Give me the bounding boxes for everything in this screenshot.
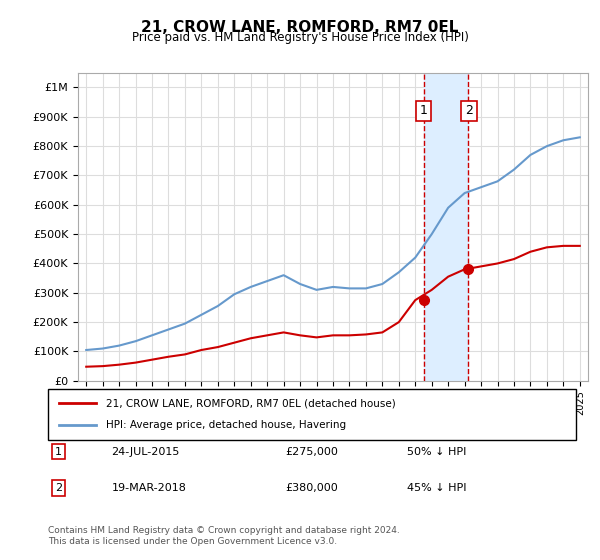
Text: 19-MAR-2018: 19-MAR-2018 xyxy=(112,483,186,493)
Text: 1: 1 xyxy=(55,447,62,457)
FancyBboxPatch shape xyxy=(48,389,576,440)
Bar xyxy=(424,73,468,381)
Text: 21, CROW LANE, ROMFORD, RM7 0EL (detached house): 21, CROW LANE, ROMFORD, RM7 0EL (detache… xyxy=(106,398,396,408)
Text: 24-JUL-2015: 24-JUL-2015 xyxy=(112,447,180,457)
Text: 1: 1 xyxy=(420,104,428,118)
Text: HPI: Average price, detached house, Havering: HPI: Average price, detached house, Have… xyxy=(106,421,346,431)
Text: £275,000: £275,000 xyxy=(286,447,338,457)
Text: 45% ↓ HPI: 45% ↓ HPI xyxy=(407,483,467,493)
Text: £380,000: £380,000 xyxy=(286,483,338,493)
Text: 2: 2 xyxy=(55,483,62,493)
Text: Contains HM Land Registry data © Crown copyright and database right 2024.
This d: Contains HM Land Registry data © Crown c… xyxy=(48,526,400,546)
Text: Price paid vs. HM Land Registry's House Price Index (HPI): Price paid vs. HM Land Registry's House … xyxy=(131,31,469,44)
Text: 21, CROW LANE, ROMFORD, RM7 0EL: 21, CROW LANE, ROMFORD, RM7 0EL xyxy=(142,20,458,35)
Text: 50% ↓ HPI: 50% ↓ HPI xyxy=(407,447,466,457)
Text: 2: 2 xyxy=(465,104,473,118)
